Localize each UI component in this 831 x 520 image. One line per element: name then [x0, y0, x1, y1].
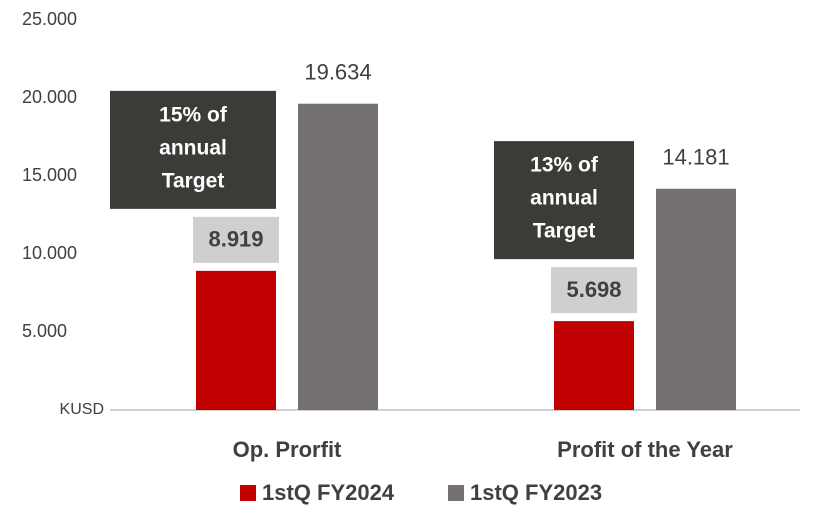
annotation-text: Target [533, 220, 596, 243]
y-tick-label: KUSD [60, 401, 104, 418]
value-label: 19.634 [304, 60, 371, 85]
value-label-box [551, 267, 637, 314]
value-label-box [193, 216, 279, 263]
y-tick-label: 5.000 [22, 321, 67, 341]
legend-label: 1stQ FY2023 [470, 480, 602, 505]
value-label: 5.698 [566, 277, 621, 302]
bar [196, 270, 276, 410]
annotation-text: Target [162, 169, 225, 192]
x-tick-label: Profit of the Year [557, 437, 733, 462]
y-tick-label: 15.000 [22, 165, 77, 185]
value-label: 14.181 [662, 145, 729, 170]
annotation-text: 15% of [159, 103, 228, 126]
bar [554, 321, 634, 410]
value-label: 8.919 [208, 227, 263, 252]
legend-swatch [240, 485, 256, 501]
annotation-text: 13% of [530, 154, 599, 177]
y-tick-label: 20.000 [22, 87, 77, 107]
annotation-text: annual [159, 136, 227, 159]
annotation-box [494, 141, 634, 260]
bar [298, 103, 378, 411]
x-tick-label: Op. Prorfit [233, 437, 342, 462]
annotation-text: annual [530, 187, 598, 210]
y-tick-label: 25.000 [22, 9, 77, 29]
y-tick-label: 10.000 [22, 243, 77, 263]
bar [656, 188, 736, 410]
annotation-box [110, 90, 276, 209]
legend-swatch [448, 485, 464, 501]
legend-label: 1stQ FY2024 [262, 480, 395, 505]
